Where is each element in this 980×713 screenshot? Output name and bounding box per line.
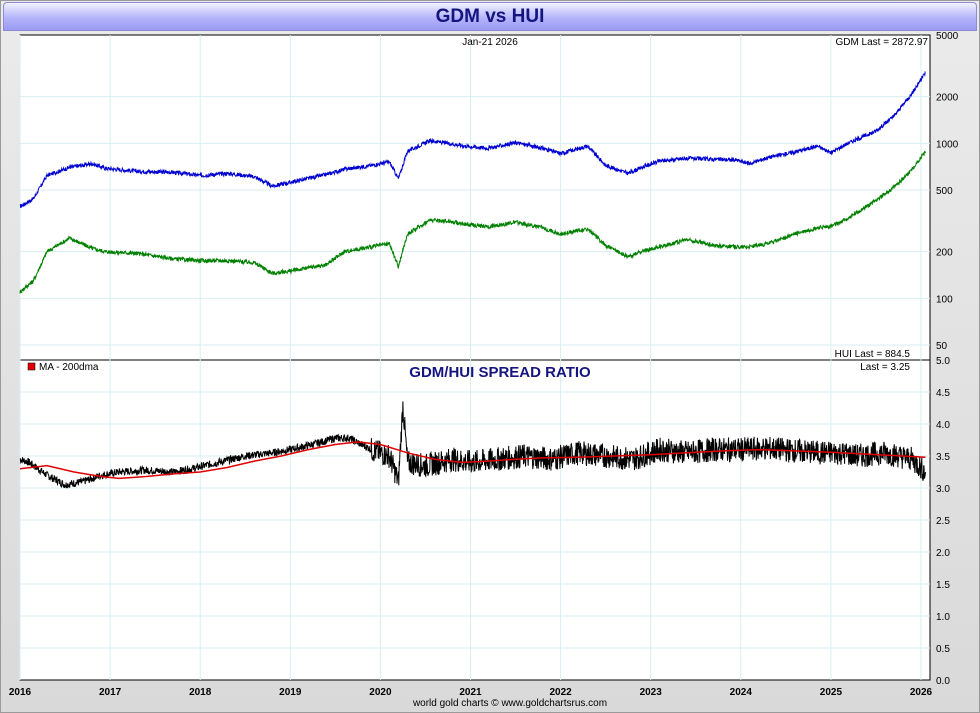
hui-line: [19, 150, 926, 294]
ma-line: [19, 441, 926, 480]
x-tick-label: 2022: [549, 687, 572, 698]
lower-y-tick-label: 1.5: [936, 580, 950, 591]
lower-y-tick-label: 2.0: [936, 548, 950, 559]
lower-y-tick-label: 0.0: [936, 676, 950, 687]
upper-y-tick-label: 100: [936, 294, 953, 305]
lower-y-tick-label: 3.0: [936, 484, 950, 495]
lower-y-tick-label: 2.5: [936, 516, 950, 527]
x-tick-label: 2024: [730, 687, 753, 698]
upper-plot-area: [19, 34, 931, 361]
x-tick-label: 2018: [189, 687, 212, 698]
x-tick-label: 2016: [9, 687, 32, 698]
date-label: Jan-21 2026: [462, 37, 518, 48]
upper-y-tick-label: 500: [936, 186, 953, 197]
x-tick-label: 2021: [459, 687, 482, 698]
lower-y-tick-label: 0.5: [936, 644, 950, 655]
lower-y-tick-label: 3.5: [936, 452, 950, 463]
legend-ma-swatch: [27, 362, 36, 371]
x-tick-label: 2026: [910, 687, 933, 698]
gdm-last-label: GDM Last = 2872.97: [835, 37, 928, 48]
x-tick-label: 2025: [820, 687, 843, 698]
footer-credit: world gold charts © www.goldchartsrus.co…: [412, 698, 607, 709]
upper-y-tick-label: 1000: [936, 139, 959, 150]
upper-y-tick-label: 200: [936, 248, 953, 259]
x-tick-label: 2023: [640, 687, 663, 698]
legend-ma-label: MA - 200dma: [39, 362, 99, 373]
lower-y-tick-label: 4.0: [936, 420, 950, 431]
lower-y-tick-label: 1.0: [936, 612, 950, 623]
x-tick-label: 2017: [99, 687, 122, 698]
lower-y-tick-label: 5.0: [936, 356, 950, 367]
x-tick-label: 2020: [369, 687, 392, 698]
upper-y-tick-label: 2000: [936, 93, 959, 104]
ratio-last-label: Last = 3.25: [860, 362, 910, 373]
upper-y-tick-label: 5000: [936, 31, 959, 42]
gdm-line: [19, 71, 926, 209]
chart-title: GDM vs HUI: [3, 2, 977, 31]
lower-y-tick-label: 4.5: [936, 388, 950, 399]
ratio-panel-title: GDM/HUI SPREAD RATIO: [409, 364, 591, 381]
ratio-line: [19, 401, 926, 489]
upper-y-tick-label: 50: [936, 341, 948, 352]
x-tick-label: 2019: [279, 687, 302, 698]
hui-last-label: HUI Last = 884.5: [835, 349, 911, 360]
